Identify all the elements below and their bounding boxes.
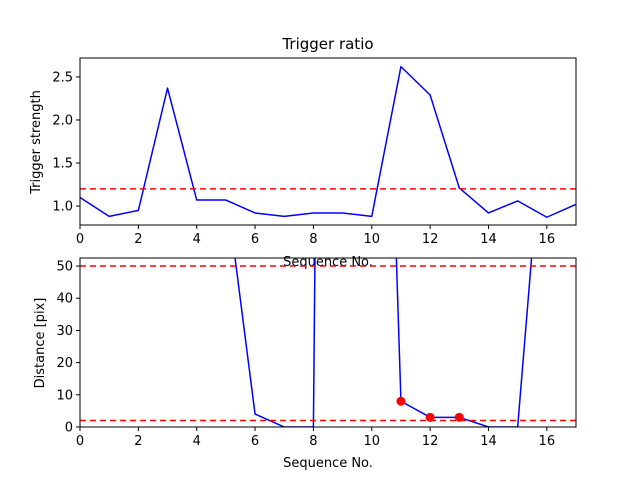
- x-tick-label: 14: [480, 434, 497, 449]
- y-tick-label: 0: [65, 421, 73, 436]
- x-tick-label: 8: [309, 232, 317, 247]
- x-tick-label: 2: [134, 232, 142, 247]
- data-point-marker: [396, 396, 406, 406]
- x-tick-label: 0: [76, 232, 84, 247]
- x-tick-label: 12: [422, 232, 439, 247]
- x-tick-label: 12: [422, 434, 439, 449]
- axes-frame: [79, 257, 577, 428]
- y-tick-label: 1.5: [52, 157, 73, 172]
- x-tick-label: 6: [251, 434, 259, 449]
- x-tick-label: 10: [363, 232, 380, 247]
- distance-chart: 0 2 4 6 8 10 12 14 16 0 10 20 30 40 50 Sequence No. Di…: [33, 257, 577, 471]
- trigger-ratio-chart: Trigger ratio 0 2 4 6 8 10 12 14 161.01.52.02.5 …: [29, 35, 577, 270]
- plot-clip: [80, 65, 576, 218]
- x-axis-label: Sequence No.: [283, 456, 373, 471]
- data-point-marker: [425, 412, 435, 422]
- y-tick-label: 50: [56, 260, 73, 275]
- y-tick-label: 2.5: [52, 70, 73, 85]
- y-axis-label: Distance [pix]: [33, 298, 48, 389]
- axes-frame: [79, 57, 577, 226]
- plot-clip: [80, 258, 576, 427]
- x-tick-label: 8: [309, 434, 317, 449]
- chart-title: Trigger ratio: [281, 35, 373, 53]
- y-tick-label: 10: [56, 388, 73, 403]
- x-tick-label: 10: [363, 434, 380, 449]
- x-tick-label: 0: [76, 434, 84, 449]
- series-line: [80, 65, 576, 218]
- x-tick-label: 6: [251, 232, 259, 247]
- x-tick-label: 2: [134, 434, 142, 449]
- y-axis-label: Trigger strength: [29, 90, 44, 195]
- series-line: [234, 258, 533, 427]
- x-tick-label: 16: [539, 232, 556, 247]
- y-tick-label: 1.0: [52, 200, 73, 215]
- y-tick-label: 20: [56, 356, 73, 371]
- y-tick-label: 40: [56, 292, 73, 307]
- plot-area: 0 2 4 6 8 10 12 14 16 0 10 20 30 40 50: [56, 257, 577, 449]
- x-tick-label: 14: [480, 232, 497, 247]
- data-point-marker: [454, 412, 464, 422]
- y-tick-label: 2.0: [52, 113, 73, 128]
- x-axis-label: Sequence No.: [283, 255, 373, 270]
- y-tick-label: 30: [56, 324, 73, 339]
- x-tick-label: 16: [539, 434, 556, 449]
- plot-area: 0 2 4 6 8 10 12 14 16 1.0 1.5 2.0 2.5: [52, 57, 577, 247]
- x-tick-label: 4: [193, 434, 201, 449]
- x-tick-label: 4: [193, 232, 201, 247]
